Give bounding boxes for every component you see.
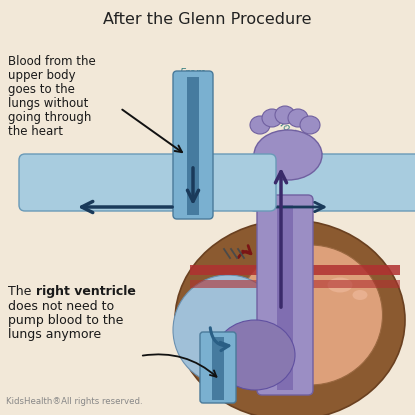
Bar <box>190 265 400 275</box>
Bar <box>187 77 199 215</box>
Ellipse shape <box>288 109 308 127</box>
Text: To the Body: To the Body <box>277 119 327 165</box>
Text: pump blood to the: pump blood to the <box>8 314 123 327</box>
Bar <box>277 205 293 390</box>
Ellipse shape <box>237 245 383 385</box>
Text: To Lungs: To Lungs <box>342 194 388 204</box>
Ellipse shape <box>300 116 320 134</box>
FancyArrowPatch shape <box>210 328 229 351</box>
Text: does not need to: does not need to <box>8 300 114 313</box>
Ellipse shape <box>173 275 283 385</box>
Text: lungs without: lungs without <box>8 97 88 110</box>
Ellipse shape <box>215 320 295 390</box>
Text: Blood from the: Blood from the <box>8 55 96 68</box>
Text: going through: going through <box>8 111 91 124</box>
Ellipse shape <box>254 130 322 180</box>
Ellipse shape <box>352 290 368 300</box>
Ellipse shape <box>275 106 295 124</box>
FancyBboxPatch shape <box>200 332 236 403</box>
Text: To Lungs: To Lungs <box>72 194 118 204</box>
Text: From
Upper
Body: From Upper Body <box>177 68 209 101</box>
Ellipse shape <box>262 109 282 127</box>
Ellipse shape <box>175 220 405 415</box>
Text: the heart: the heart <box>8 125 63 138</box>
Text: KidsHealth®All rights reserved.: KidsHealth®All rights reserved. <box>6 397 143 406</box>
FancyBboxPatch shape <box>19 154 276 211</box>
Bar <box>212 337 224 400</box>
Text: goes to the: goes to the <box>8 83 75 96</box>
FancyArrowPatch shape <box>238 246 251 258</box>
Text: upper body: upper body <box>8 69 76 82</box>
FancyBboxPatch shape <box>173 71 213 219</box>
Text: From
Lower
Body: From Lower Body <box>203 344 234 377</box>
FancyBboxPatch shape <box>249 154 415 211</box>
Text: After the Glenn Procedure: After the Glenn Procedure <box>103 12 311 27</box>
Text: right ventricle: right ventricle <box>36 285 136 298</box>
FancyBboxPatch shape <box>257 195 313 395</box>
Ellipse shape <box>250 116 270 134</box>
Text: lungs anymore: lungs anymore <box>8 328 101 341</box>
Bar <box>190 280 400 288</box>
Text: The: The <box>8 285 35 298</box>
Ellipse shape <box>327 278 352 293</box>
